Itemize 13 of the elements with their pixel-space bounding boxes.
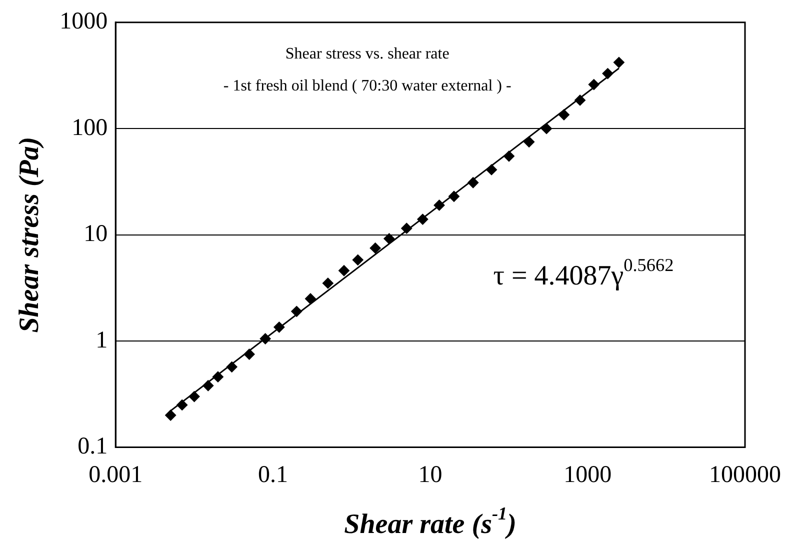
y-tick-label: 1 xyxy=(96,327,108,354)
y-tick-label: 0.1 xyxy=(78,433,108,460)
annotation: - 1st fresh oil blend ( 70:30 water external ) - xyxy=(223,77,512,94)
y-tick-label: 10 xyxy=(84,221,108,248)
x-tick-label: 1000 xyxy=(564,462,612,488)
x-tick-label: 0.1 xyxy=(258,462,288,488)
x-tick-label: 10 xyxy=(418,462,442,488)
x-tick-label: 100000 xyxy=(709,462,781,488)
y-tick-label: 1000 xyxy=(60,8,108,35)
x-tick-label: 0.001 xyxy=(88,462,143,488)
y-axis-title: Shear stress (Pa) xyxy=(14,136,46,333)
y-tick-label: 100 xyxy=(72,114,108,141)
annotation: Shear stress vs. shear rate xyxy=(285,45,450,62)
